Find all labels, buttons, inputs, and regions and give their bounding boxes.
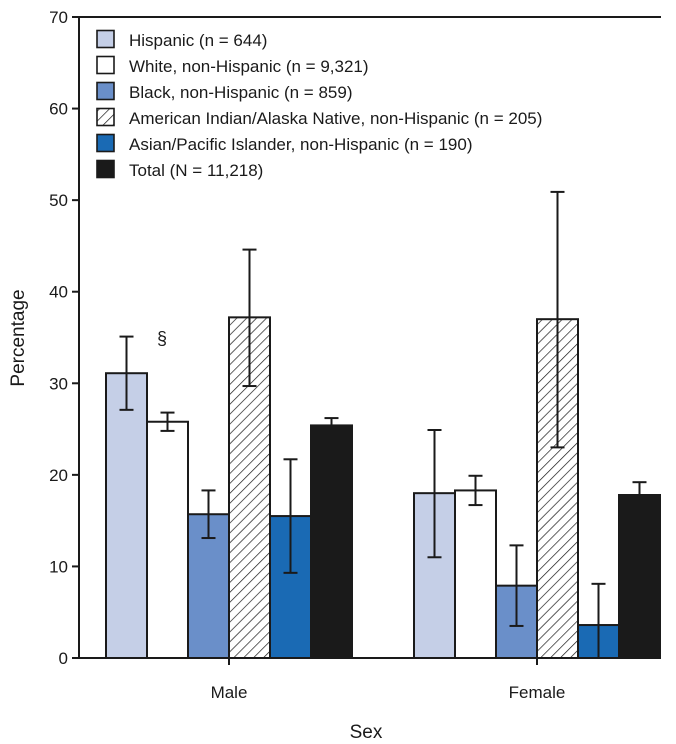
y-tick-label: 30 <box>49 374 68 393</box>
legend-swatch-4 <box>96 133 115 153</box>
y-axis-title: Percentage <box>8 289 29 386</box>
x-axis-title: Sex <box>350 722 383 743</box>
y-tick-label: 40 <box>49 283 68 302</box>
x-tick-label-female: Female <box>509 683 566 702</box>
plot-area: 0 10 20 30 40 50 60 70 Male Female § <box>49 8 661 702</box>
legend-swatch-5 <box>96 159 115 179</box>
y-tick-label: 70 <box>49 8 68 27</box>
legend-label-0: Hispanic (n = 644) <box>129 31 267 50</box>
significance-annotation: § <box>157 329 167 349</box>
y-tick-label: 10 <box>49 557 68 576</box>
legend-swatch-3 <box>96 107 115 127</box>
x-tick-label-male: Male <box>211 683 248 702</box>
legend-swatch-2 <box>96 81 115 101</box>
y-tick-label: 60 <box>49 100 68 119</box>
legend-label-4: Asian/Pacific Islander, non-Hispanic (n … <box>129 135 473 154</box>
legend-label-5: Total (N = 11,218) <box>129 161 263 180</box>
bar-female-series-1 <box>454 489 497 659</box>
bar-male-series-5 <box>310 424 353 659</box>
bar-male-series-2 <box>187 513 230 659</box>
y-tick-label: 0 <box>59 649 68 668</box>
y-tick-label: 20 <box>49 466 68 485</box>
legend-swatch-1 <box>96 55 115 75</box>
legend-label-2: Black, non-Hispanic (n = 859) <box>129 83 352 102</box>
y-tick-label: 50 <box>49 191 68 210</box>
bar-female-series-5 <box>618 494 661 660</box>
legend-label-3: American Indian/Alaska Native, non-Hispa… <box>129 109 542 128</box>
bar-male-series-1 <box>146 420 189 660</box>
legend: Hispanic (n = 644) White, non-Hispanic (n… <box>96 29 542 180</box>
legend-label-1: White, non-Hispanic (n = 9,321) <box>129 57 369 76</box>
bar-male-series-0 <box>105 372 148 659</box>
legend-swatch-0 <box>96 29 115 49</box>
